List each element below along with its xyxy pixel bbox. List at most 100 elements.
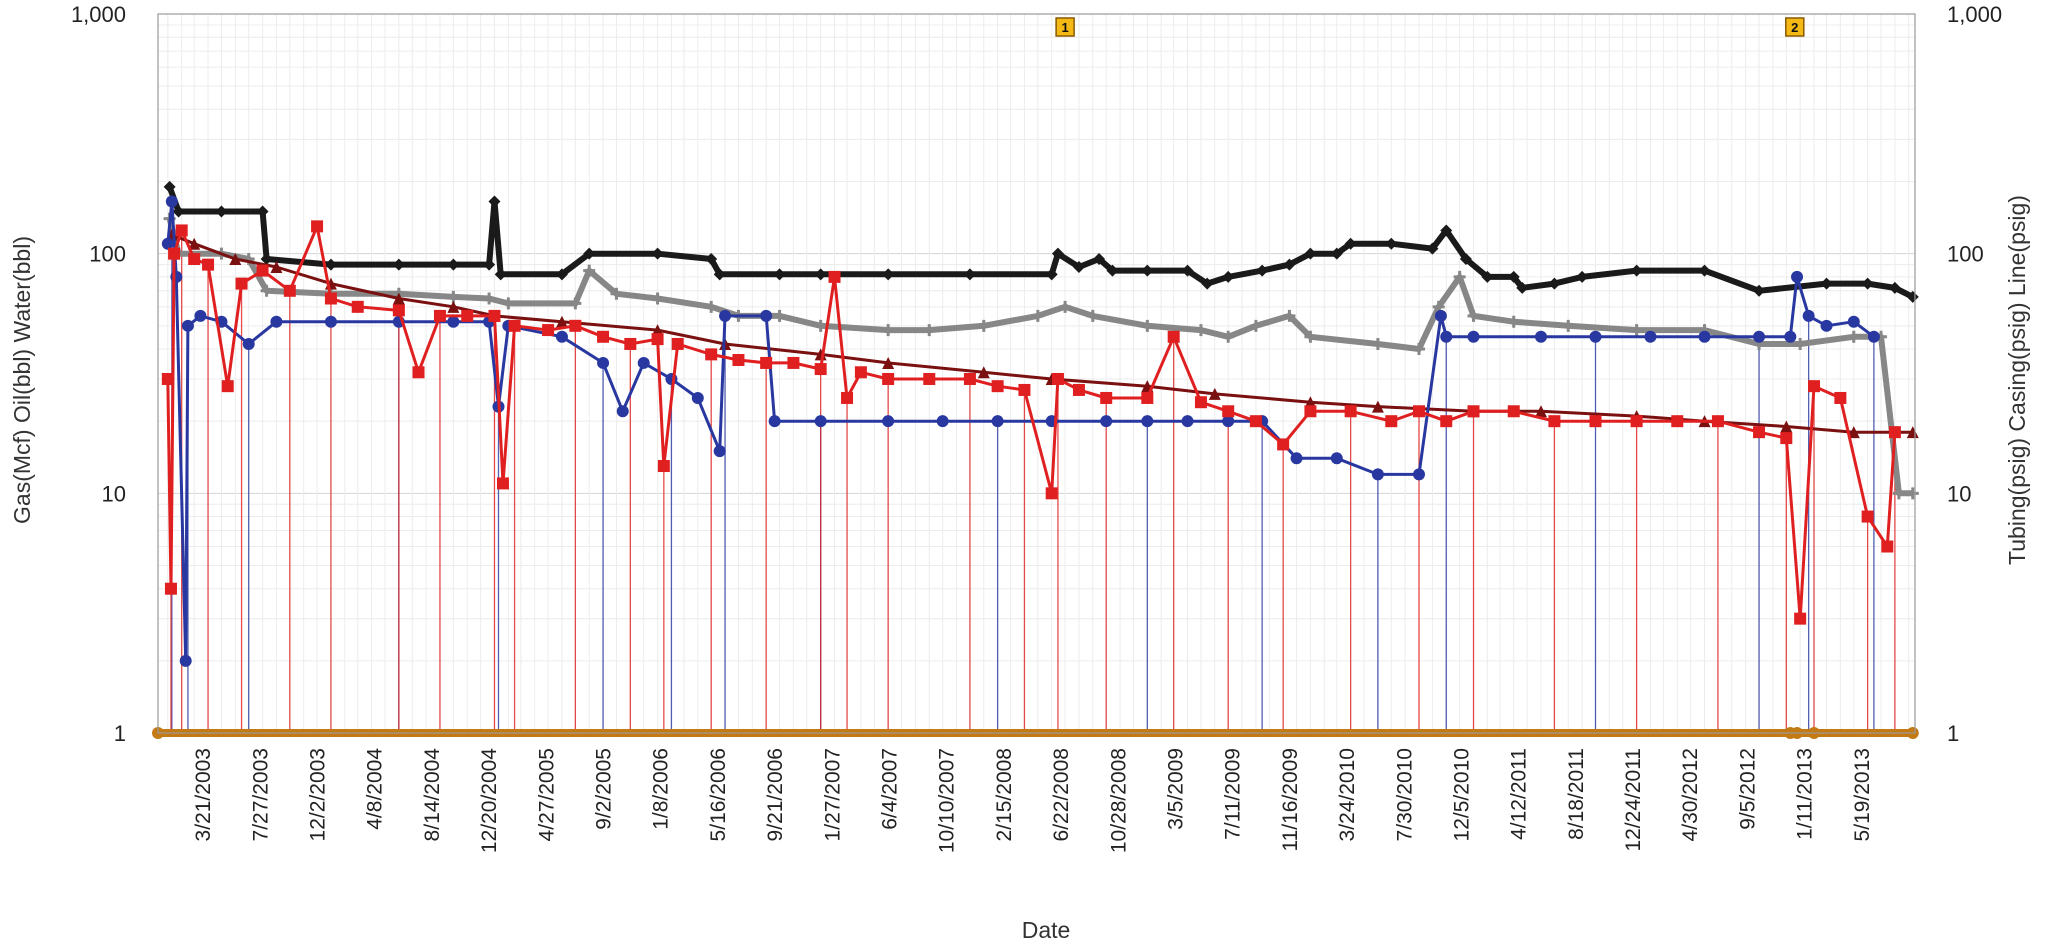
gas-point: [1440, 415, 1453, 428]
casing-point: [923, 324, 936, 337]
gas-point: [882, 372, 895, 385]
casing-point: [1453, 270, 1466, 283]
x-tick-label: 7/30/2010: [1393, 748, 1416, 841]
tubing-point: [773, 268, 786, 281]
tubing-point: [1753, 284, 1766, 297]
gas-point: [496, 477, 509, 490]
tubing-point: [256, 205, 269, 218]
line-point: [1371, 400, 1384, 413]
gas-point: [324, 292, 337, 305]
gas-point: [1794, 612, 1807, 625]
casing-point: [1249, 319, 1262, 332]
tubing-point: [1698, 264, 1711, 277]
oil-point: [161, 237, 174, 250]
oil-point: [768, 415, 781, 428]
series-line: [165, 228, 1919, 439]
oil-point: [194, 309, 207, 322]
x-tick-label: 9/2/2005: [593, 748, 616, 830]
gas-point: [1018, 383, 1031, 396]
oil-point: [719, 309, 732, 322]
casing-point: [705, 300, 718, 313]
oil-point: [1290, 452, 1303, 465]
x-tick-label: 4/12/2011: [1508, 748, 1531, 840]
tubing-point: [1440, 224, 1453, 237]
tubing-point: [1106, 264, 1119, 277]
gas-point: [412, 366, 425, 379]
right-y-ticks: 1,000 100 10 1: [1947, 2, 2002, 746]
gas-point: [1045, 487, 1058, 500]
oil-point: [1698, 330, 1711, 343]
x-tick-label: 4/30/2012: [1679, 748, 1702, 841]
x-tick-label: 3/21/2003: [192, 748, 215, 841]
tubing-point: [1344, 237, 1357, 250]
tubing-point: [163, 180, 176, 193]
gas-point: [168, 247, 181, 260]
line-point: [1847, 426, 1860, 439]
gas-point: [351, 300, 364, 313]
gas-point: [161, 372, 174, 385]
oil-point: [1434, 309, 1447, 322]
gas-point: [963, 372, 976, 385]
casing-point: [1413, 343, 1425, 356]
right-y-tick-label: 1,000: [1947, 2, 2002, 27]
x-tick-label: 6/4/2007: [878, 748, 901, 830]
casing-point: [651, 292, 664, 305]
tubing-point: [1304, 247, 1317, 260]
right-y-tick-label: 100: [1947, 242, 1984, 267]
tubing-point: [1093, 253, 1106, 266]
gas-point: [1630, 415, 1643, 428]
tubing-point: [1072, 260, 1085, 273]
gas-point: [841, 391, 854, 404]
x-tick-label: 8/18/2011: [1565, 748, 1588, 840]
tubing-point: [1330, 247, 1343, 260]
oil-point: [597, 356, 610, 369]
gas-point: [461, 309, 474, 322]
oil-point: [1371, 468, 1384, 481]
gas-point: [671, 337, 684, 350]
event-marker-label: 1: [1061, 20, 1068, 35]
right-y-tick-label: 1: [1947, 721, 1959, 746]
gas-point: [1222, 405, 1235, 418]
tubing-point: [1481, 270, 1494, 283]
tubing-point: [1630, 264, 1643, 277]
x-tick-label: 4/27/2005: [535, 748, 558, 841]
gas-point: [1051, 372, 1064, 385]
gas-point: [256, 264, 269, 277]
oil-point: [1100, 415, 1113, 428]
oil-point: [1440, 330, 1453, 343]
series-oil: [161, 195, 1880, 667]
tubing-point: [555, 268, 568, 281]
oil-point: [814, 415, 827, 428]
oil-point: [1753, 330, 1766, 343]
casing-point: [1562, 319, 1575, 332]
left-y-tick-label: 1,000: [71, 2, 126, 27]
oil-point: [691, 391, 704, 404]
oil-point: [555, 330, 568, 343]
x-tick-label: 12/2/2003: [307, 748, 330, 841]
dropout-lines: [170, 201, 1896, 733]
x-tick-label: 1/27/2007: [821, 748, 844, 841]
gas-point: [235, 277, 248, 290]
tubing-point: [1888, 281, 1901, 294]
line-point: [270, 260, 283, 273]
line-point: [651, 324, 664, 337]
tubing-point: [483, 258, 496, 271]
x-tick-label: 10/28/2008: [1107, 748, 1130, 853]
tubing-point: [882, 268, 895, 281]
gas-point: [597, 330, 610, 343]
x-tick-label: 9/5/2012: [1736, 748, 1759, 830]
casing-point: [1086, 309, 1099, 322]
series-casing: [163, 212, 1919, 500]
line-point: [447, 300, 460, 313]
gas-point: [1072, 383, 1085, 396]
gas-point: [1507, 405, 1520, 418]
tubing-point: [488, 195, 501, 208]
left-y-tick-label: 1: [114, 721, 126, 746]
gas-point: [1861, 510, 1874, 523]
x-tick-label: 3/24/2010: [1336, 748, 1359, 841]
casing-point: [1222, 330, 1235, 343]
x-tick-label: 1/11/2013: [1794, 748, 1817, 840]
tubing-point: [447, 258, 460, 271]
casing-point: [1906, 487, 1919, 500]
